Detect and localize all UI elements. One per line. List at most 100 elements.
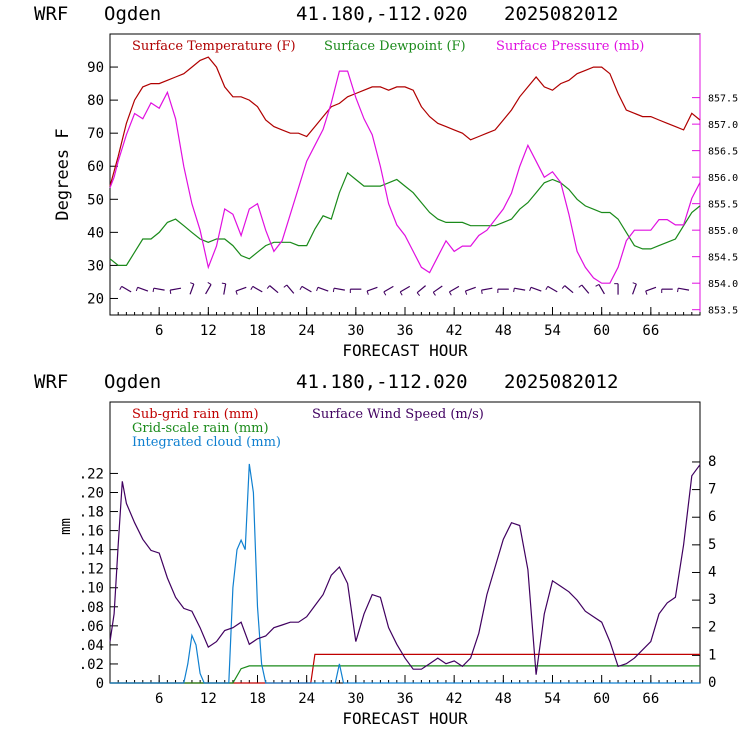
series-line-1 (110, 665, 700, 684)
y2-tick-label: 857.5 (708, 94, 738, 105)
wind-barb (301, 285, 312, 293)
x-axis-title: FORECAST HOUR (342, 341, 468, 360)
x-tick-label: 48 (495, 691, 512, 707)
y-tick-label: 50 (87, 192, 104, 208)
wind-barb-feather (448, 291, 452, 296)
wind-barb-feather (235, 290, 238, 295)
wind-barb-feather (399, 291, 403, 296)
wind-barb (399, 285, 411, 293)
y2-tick-label: 2 (708, 620, 716, 636)
x-tick-label: 54 (544, 691, 561, 707)
x-tick-label: 42 (446, 323, 463, 339)
wind-barb (189, 283, 195, 295)
series-line-0 (109, 56, 701, 187)
y-tick-label: 70 (87, 126, 104, 142)
wind-barb-feather (561, 285, 566, 289)
wind-barb (514, 287, 526, 291)
wind-barb (383, 285, 394, 293)
header-run: 2025082012 (504, 371, 618, 393)
legend-entry: Sub-grid rain (mm) (132, 407, 259, 422)
wind-barb (153, 287, 165, 291)
y-tick-label: 0 (96, 676, 104, 692)
wind-barb (137, 286, 149, 292)
y2-tick-label: 6 (708, 509, 716, 525)
wind-barb-feather (529, 287, 532, 292)
wind-barb (205, 284, 212, 295)
x-tick-label: 6 (155, 691, 163, 707)
wind-barb-feather (481, 290, 483, 294)
header-model: WRF (34, 371, 68, 393)
series-line-2 (110, 463, 700, 684)
header-coords: 41.180,-112.020 (296, 3, 468, 25)
wind-barb-feather (221, 282, 226, 285)
y-tick-label: .06 (79, 619, 104, 635)
wind-barb (235, 286, 247, 292)
series-line-2 (109, 70, 701, 284)
legend-entry: Grid-scale rain (mm) (132, 421, 269, 436)
x-axis-title: FORECAST HOUR (342, 709, 468, 728)
wind-barb (530, 286, 542, 292)
wind-barb (252, 285, 263, 293)
y2-tick-label: 4 (708, 564, 716, 580)
wind-barb-feather (645, 290, 648, 295)
legend-entry: Surface Dewpoint (F) (324, 39, 466, 54)
x-tick-label: 18 (249, 323, 266, 339)
header-station: Ogden (104, 371, 161, 393)
x-tick-label: 36 (397, 691, 414, 707)
wind-barb (631, 283, 637, 295)
wind-barb (564, 285, 574, 294)
wind-barb (170, 287, 182, 291)
header-coords: 41.180,-112.020 (296, 371, 468, 393)
wind-barb-feather (595, 283, 600, 287)
wind-barb-feather (366, 290, 369, 295)
wind-barb (333, 287, 345, 291)
y-tick-label: .08 (79, 600, 104, 616)
x-tick-label: 66 (642, 691, 659, 707)
wind-barb-feather (383, 291, 387, 296)
y-tick-label: .12 (79, 562, 104, 578)
y2-tick-label: 853.5 (708, 306, 738, 317)
x-tick-label: 24 (298, 691, 315, 707)
y-axis-title: Degrees F (53, 128, 73, 220)
wind-barb-feather (632, 282, 637, 285)
wind-barb (598, 284, 605, 295)
x-tick-label: 42 (446, 691, 463, 707)
y2-tick-label: 7 (708, 482, 716, 498)
wind-barb (481, 287, 493, 291)
y2-tick-label: 854.0 (708, 279, 738, 290)
y-tick-label: .22 (79, 466, 104, 482)
wind-barb (223, 283, 227, 295)
x-tick-label: 60 (593, 691, 610, 707)
y-tick-label: .10 (79, 581, 104, 597)
y2-tick-label: 1 (708, 647, 716, 663)
wind-barb (449, 285, 460, 293)
y-tick-label: .20 (79, 485, 104, 501)
wind-barb-feather (332, 288, 335, 293)
wind-barb (465, 286, 476, 292)
legend-entry: Surface Pressure (mb) (496, 39, 644, 54)
wind-barb-feather (464, 290, 468, 295)
wind-barb-feather (432, 292, 436, 296)
x-tick-label: 54 (544, 323, 561, 339)
series-line-3 (109, 464, 701, 675)
wind-barb-feather (190, 282, 194, 285)
wind-barb-feather (316, 287, 319, 292)
y-tick-label: 20 (87, 291, 104, 307)
header-station: Ogden (104, 3, 161, 25)
x-tick-label: 6 (155, 323, 163, 339)
wind-barb (416, 285, 426, 294)
wind-barb-feather (283, 284, 288, 288)
wind-barb (678, 287, 690, 291)
x-tick-label: 24 (298, 323, 315, 339)
y-tick-label: 30 (87, 258, 104, 274)
wind-barb (286, 284, 295, 294)
y-tick-label: 90 (87, 60, 104, 76)
y-tick-label: 80 (87, 93, 104, 109)
wind-barb-feather (207, 282, 212, 285)
wind-barb (269, 285, 279, 294)
x-tick-label: 12 (200, 323, 217, 339)
wind-barb-feather (250, 286, 254, 290)
wind-barb-feather (152, 288, 155, 293)
